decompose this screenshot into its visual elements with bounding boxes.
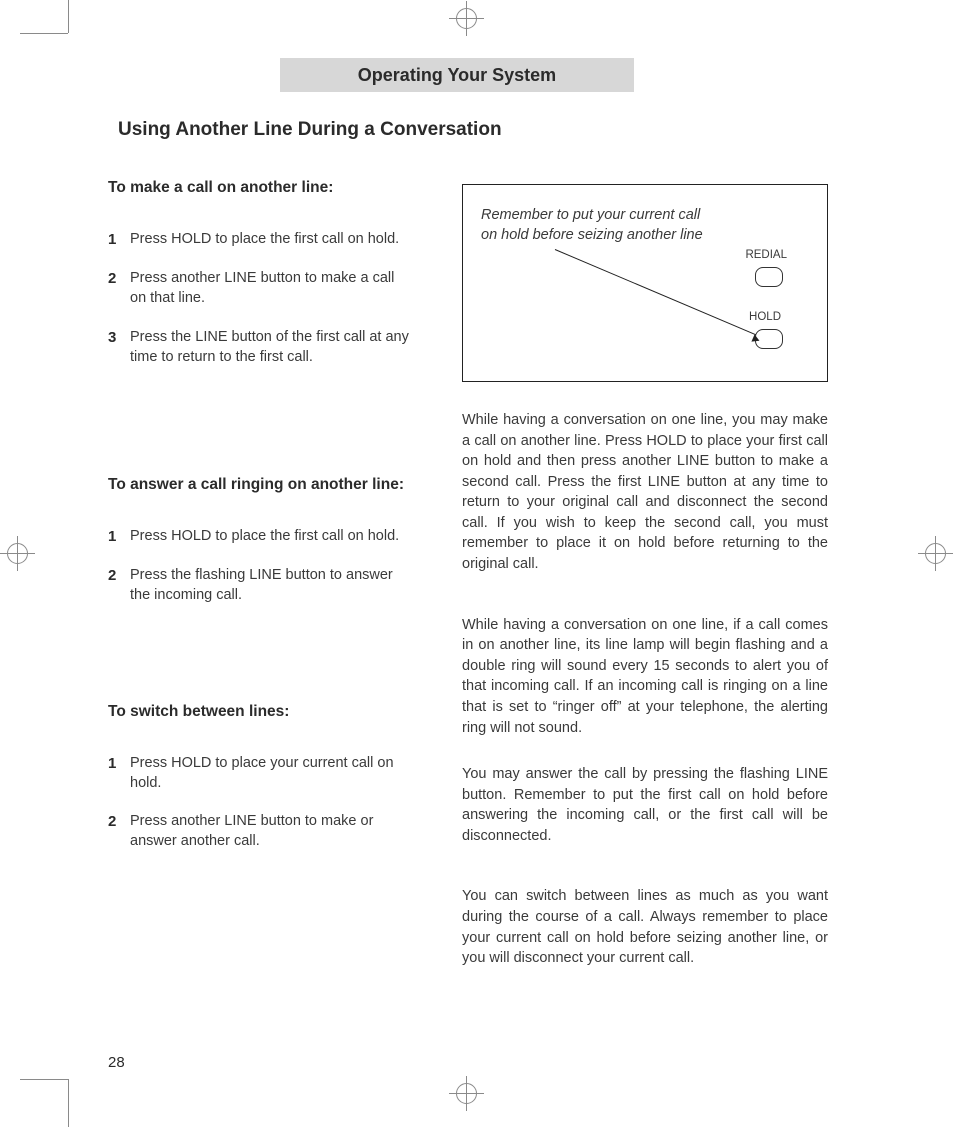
step-number: 2	[108, 565, 130, 606]
button-label-redial: REDIAL	[745, 249, 787, 261]
section-answer-call: To answer a call ringing on another line…	[108, 475, 410, 606]
step-item: 2 Press another LINE button to make a ca…	[108, 268, 410, 309]
registration-mark	[456, 8, 477, 29]
subheading: To answer a call ringing on another line…	[108, 475, 410, 496]
step-item: 1 Press HOLD to place your current call …	[108, 753, 410, 794]
paragraph: While having a conversation on one line,…	[462, 615, 828, 738]
step-text: Press HOLD to place the first call on ho…	[130, 229, 399, 250]
step-text: Press the flashing LINE button to answer…	[130, 565, 410, 606]
registration-mark	[7, 543, 28, 564]
step-text: Press another LINE button to make a call…	[130, 268, 410, 309]
crop-mark	[68, 0, 69, 33]
registration-mark	[456, 1083, 477, 1104]
step-item: 2 Press the flashing LINE button to answ…	[108, 565, 410, 606]
step-item: 1 Press HOLD to place the first call on …	[108, 229, 410, 250]
diagram-note-line: on hold before seizing another line	[481, 227, 703, 243]
diagram-note: Remember to put your current call on hol…	[481, 205, 809, 246]
step-number: 2	[108, 811, 130, 852]
paragraph: While having a conversation on one line,…	[462, 410, 828, 575]
step-text: Press the LINE button of the first call …	[130, 327, 410, 368]
step-text: Press HOLD to place the first call on ho…	[130, 526, 399, 547]
page-title: Using Another Line During a Conversation	[118, 119, 502, 141]
page-number: 28	[108, 1054, 125, 1071]
step-number: 2	[108, 268, 130, 309]
step-item: 3 Press the LINE button of the first cal…	[108, 327, 410, 368]
step-text: Press another LINE button to make or ans…	[130, 811, 410, 852]
diagram-box: Remember to put your current call on hol…	[462, 184, 828, 382]
redial-button-icon	[755, 267, 783, 287]
subheading: To switch between lines:	[108, 702, 410, 723]
paragraph: You may answer the call by pressing the …	[462, 764, 828, 846]
subheading: To make a call on another line:	[108, 178, 410, 199]
section-header-text: Operating Your System	[358, 65, 556, 86]
left-column: To make a call on another line: 1 Press …	[108, 178, 410, 876]
section-header: Operating Your System	[280, 58, 634, 92]
step-number: 1	[108, 753, 130, 794]
crop-mark	[20, 1079, 68, 1080]
step-number: 3	[108, 327, 130, 368]
step-number: 1	[108, 229, 130, 250]
section-switch-lines: To switch between lines: 1 Press HOLD to…	[108, 702, 410, 852]
step-number: 1	[108, 526, 130, 547]
step-item: 1 Press HOLD to place the first call on …	[108, 526, 410, 547]
diagram-note-line: Remember to put your current call	[481, 207, 700, 223]
arrow-line	[555, 249, 756, 335]
right-column: Remember to put your current call on hol…	[462, 184, 828, 995]
step-item: 2 Press another LINE button to make or a…	[108, 811, 410, 852]
section-make-call: To make a call on another line: 1 Press …	[108, 178, 410, 367]
paragraph: You can switch between lines as much as …	[462, 886, 828, 968]
step-text: Press HOLD to place your current call on…	[130, 753, 410, 794]
crop-mark	[68, 1079, 69, 1127]
registration-mark	[925, 543, 946, 564]
button-label-hold: HOLD	[749, 311, 781, 323]
crop-mark	[20, 33, 68, 34]
